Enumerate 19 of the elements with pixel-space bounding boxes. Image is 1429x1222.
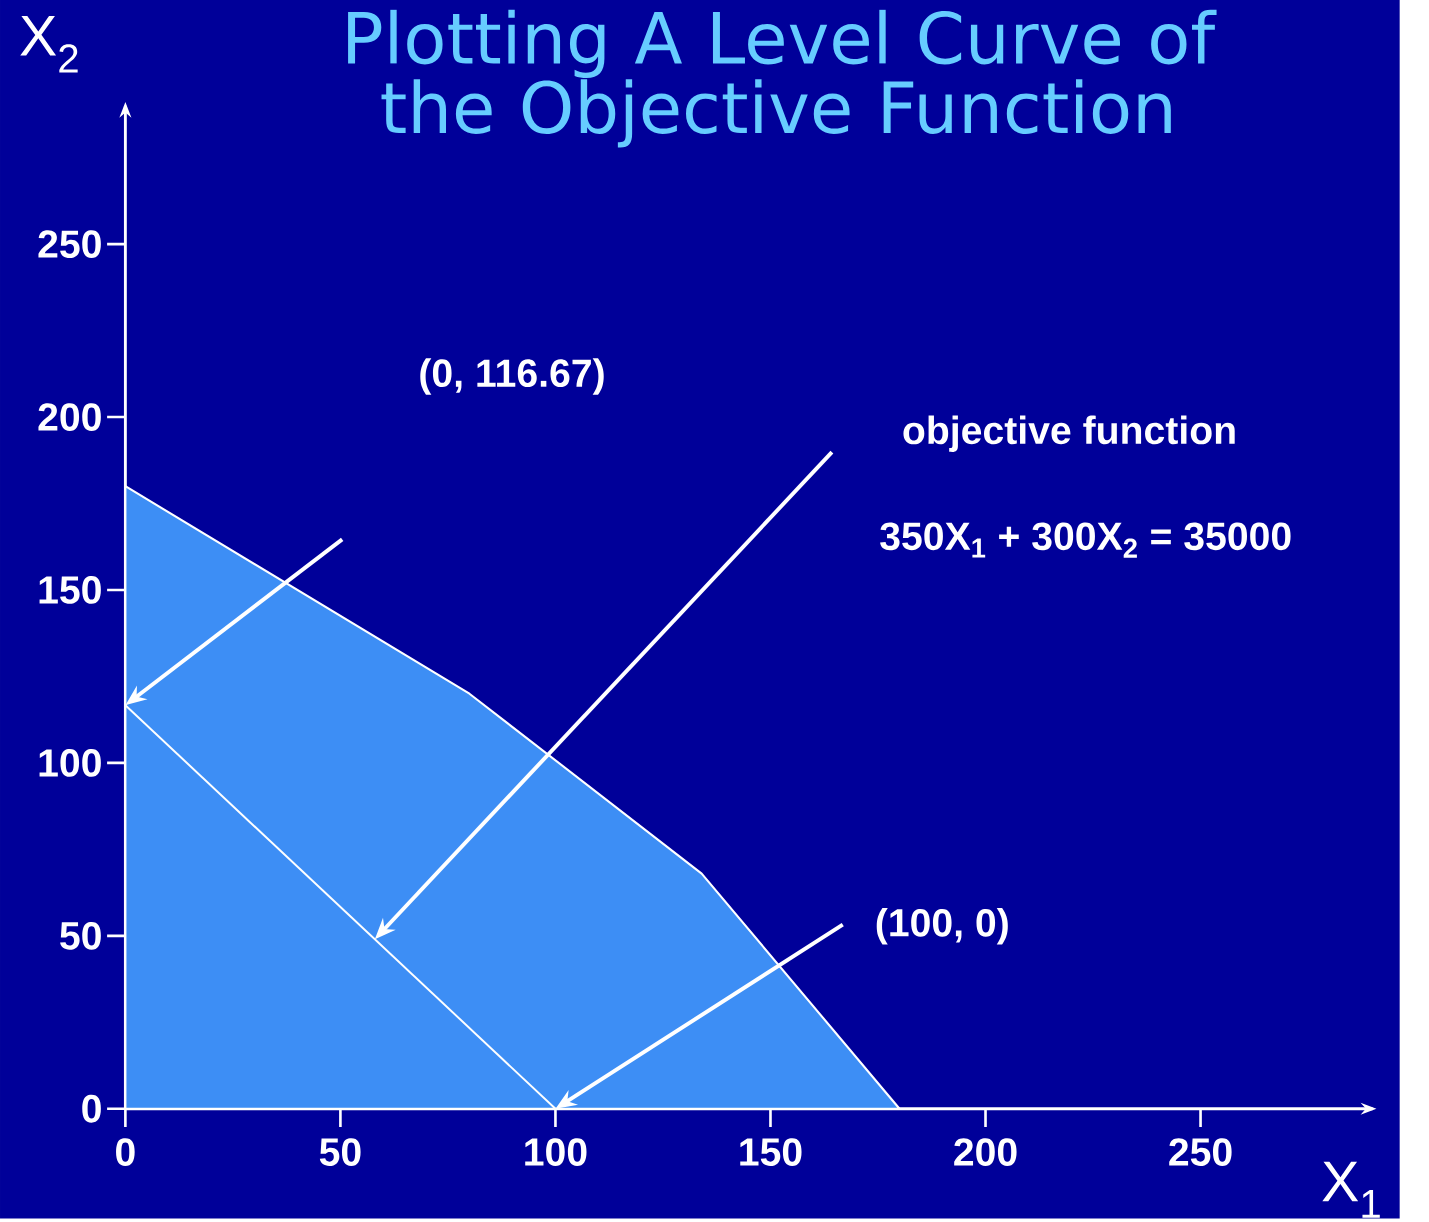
y-tick-label: 50 — [60, 921, 101, 950]
x-tick-label: 100 — [525, 1138, 587, 1166]
y-tick-label: 150 — [39, 576, 101, 604]
annotation: (100, 0) — [876, 907, 1008, 945]
y-tick-label: 200 — [38, 403, 101, 431]
x-tick-label: 50 — [319, 1138, 361, 1166]
y-tick-label: 0 — [82, 1094, 101, 1123]
annotation: (0, 116.67) — [420, 358, 604, 395]
x-axis-title: X$_{1}$ — [1322, 1161, 1380, 1218]
x-tick-label: 150 — [740, 1138, 802, 1166]
annotation: 350X$_{1}$ + 300X$_{2}$ = 35000 — [880, 522, 1291, 558]
annotation: objective function — [903, 415, 1235, 452]
x-tick-label: 0 — [116, 1138, 135, 1166]
x-tick-label: 250 — [1169, 1138, 1232, 1166]
y-tick-label: 250 — [38, 230, 101, 258]
chart-title: Plotting A Level Curve of the Objective Function — [348, 9, 1217, 148]
y-axis-title: X$_{2}$ — [20, 15, 78, 73]
y-tick-label: 100 — [39, 748, 101, 777]
x-tick-label: 200 — [954, 1138, 1017, 1166]
